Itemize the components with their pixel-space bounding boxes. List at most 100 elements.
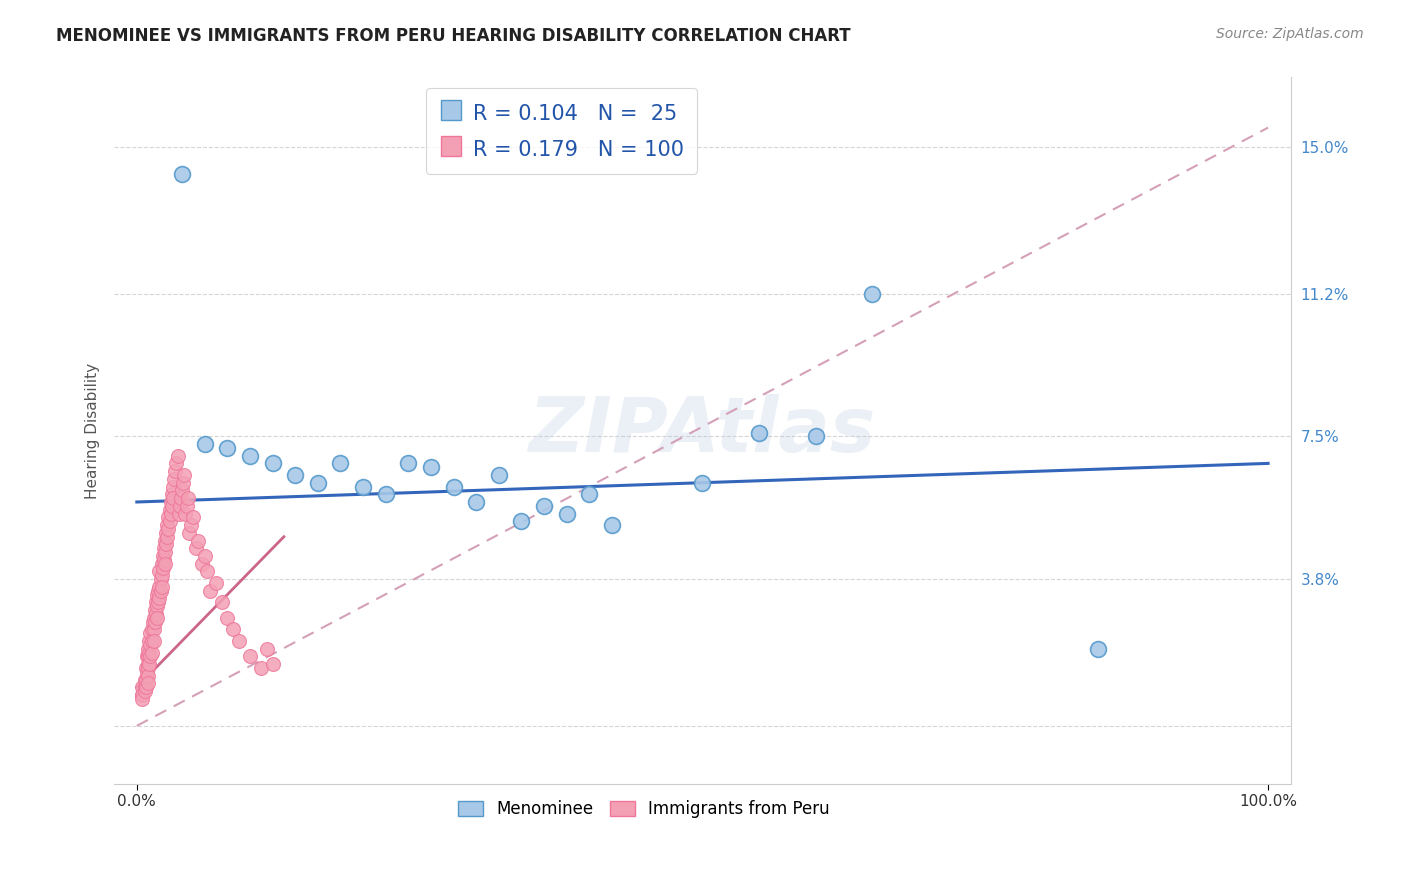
Point	[152, 549, 174, 563]
Point	[170, 483, 193, 498]
Point	[131, 691, 153, 706]
Point	[134, 673, 156, 687]
Point	[159, 502, 181, 516]
Point	[146, 588, 169, 602]
Point	[146, 611, 169, 625]
Point	[156, 518, 179, 533]
Point	[329, 456, 352, 470]
Point	[600, 518, 623, 533]
Point	[228, 634, 250, 648]
Point	[134, 680, 156, 694]
Point	[160, 499, 183, 513]
Point	[136, 665, 159, 679]
Point	[165, 464, 187, 478]
Point	[217, 611, 239, 625]
Point	[183, 510, 205, 524]
Point	[239, 449, 262, 463]
Point	[173, 467, 195, 482]
Point	[187, 533, 209, 548]
Point	[155, 525, 177, 540]
Point	[159, 495, 181, 509]
Point	[153, 545, 176, 559]
Point	[748, 425, 770, 440]
Point	[159, 514, 181, 528]
Point	[149, 583, 172, 598]
Point	[138, 646, 160, 660]
Point	[162, 491, 184, 505]
Point	[169, 499, 191, 513]
Point	[156, 530, 179, 544]
Point	[139, 638, 162, 652]
Point	[159, 507, 181, 521]
Point	[145, 595, 167, 609]
Point	[136, 661, 159, 675]
Point	[396, 456, 419, 470]
Point	[165, 456, 187, 470]
Point	[145, 607, 167, 621]
Point	[131, 688, 153, 702]
Text: MENOMINEE VS IMMIGRANTS FROM PERU HEARING DISABILITY CORRELATION CHART: MENOMINEE VS IMMIGRANTS FROM PERU HEARIN…	[56, 27, 851, 45]
Point	[136, 657, 159, 671]
Point	[141, 646, 163, 660]
Point	[143, 615, 166, 629]
Point	[153, 557, 176, 571]
Point	[136, 668, 159, 682]
Point	[170, 491, 193, 505]
Point	[152, 560, 174, 574]
Point	[153, 533, 176, 548]
Text: Source: ZipAtlas.com: Source: ZipAtlas.com	[1216, 27, 1364, 41]
Point	[136, 649, 159, 664]
Point	[222, 623, 245, 637]
Point	[139, 626, 162, 640]
Point	[443, 479, 465, 493]
Point	[150, 568, 173, 582]
Point	[131, 680, 153, 694]
Point	[176, 499, 198, 513]
Y-axis label: Hearing Disability: Hearing Disability	[86, 362, 100, 499]
Point	[149, 572, 172, 586]
Point	[153, 553, 176, 567]
Point	[180, 518, 202, 533]
Point	[157, 510, 180, 524]
Point	[211, 595, 233, 609]
Point	[141, 634, 163, 648]
Point	[136, 676, 159, 690]
Point	[135, 661, 157, 675]
Point	[141, 623, 163, 637]
Point	[142, 615, 165, 629]
Point	[142, 634, 165, 648]
Point	[131, 688, 153, 702]
Point	[160, 487, 183, 501]
Point	[148, 565, 170, 579]
Point	[142, 623, 165, 637]
Point	[177, 525, 200, 540]
Point	[162, 479, 184, 493]
Point	[136, 641, 159, 656]
Point	[174, 507, 197, 521]
Point	[195, 565, 218, 579]
Point	[284, 467, 307, 482]
Point	[262, 456, 284, 470]
Point	[352, 479, 374, 493]
Point	[804, 429, 827, 443]
Point	[307, 475, 329, 490]
Point	[148, 591, 170, 606]
Point	[166, 449, 188, 463]
Point	[510, 514, 533, 528]
Point	[374, 487, 396, 501]
Point	[555, 507, 578, 521]
Text: ZIPAtlas: ZIPAtlas	[529, 393, 876, 467]
Point	[256, 641, 278, 656]
Point	[138, 657, 160, 671]
Point	[250, 661, 273, 675]
Point	[239, 649, 262, 664]
Point	[150, 580, 173, 594]
Point	[155, 537, 177, 551]
Point	[139, 649, 162, 664]
Point	[134, 684, 156, 698]
Point	[150, 557, 173, 571]
Point	[136, 649, 159, 664]
Point	[135, 673, 157, 687]
Point	[217, 441, 239, 455]
Point	[1087, 641, 1109, 656]
